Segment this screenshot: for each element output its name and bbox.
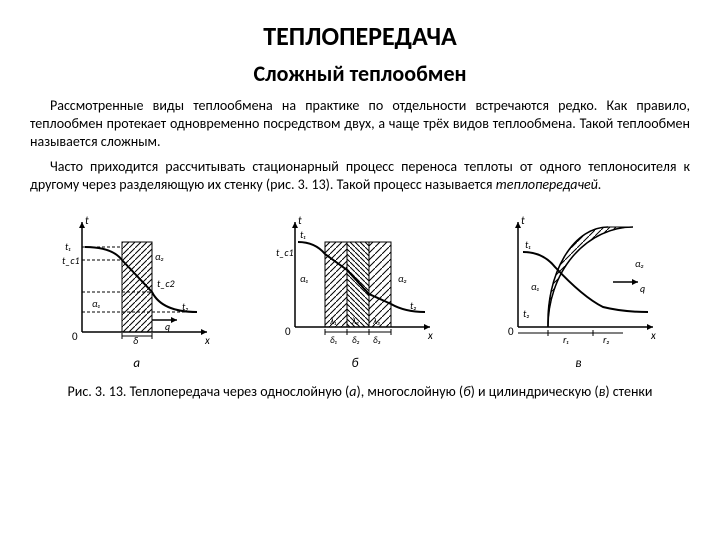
lbl-t1: t₁	[65, 240, 71, 253]
lbl-qc: q	[640, 282, 645, 295]
lbl-l3: λ₃	[373, 316, 380, 327]
cap-d: б	[463, 383, 470, 400]
cap-a: Рис. 3. 13. Теплопередача через однослой…	[68, 383, 350, 400]
lbl-t1b: t₁	[300, 228, 306, 241]
lbl-tb: t	[298, 214, 302, 227]
lbl-0c: 0	[508, 325, 514, 338]
figure-caption: Рис. 3. 13. Теплопередача через однослой…	[30, 383, 690, 400]
diagram-c-svg: t x 0 t₁ α₁ α₂ q t₂ r₁ r₂	[493, 212, 663, 352]
lbl-a1: α₁	[92, 297, 101, 310]
paragraph-2: Часто приходится рассчитывать стационарн…	[30, 158, 690, 194]
figure-b-label: б	[270, 356, 440, 371]
cap-c: ), многослойную (	[356, 383, 463, 400]
lbl-xb: x	[427, 329, 433, 342]
lbl-t: t	[85, 214, 89, 227]
lbl-a2c: α₂	[635, 257, 644, 270]
lbl-xc: x	[650, 329, 656, 342]
figure-row: t x 0 t₁ t_c1 α₂ t_c2 t₂ α₁ q δ а	[30, 212, 690, 371]
lbl-t2: t₂	[182, 300, 189, 313]
figure-b: t x 0 t₁ t_c1 α₁ α₂ t₂ λ₁ λ₂ λ₃ δ₁ δ₂ δ₃…	[270, 212, 440, 371]
lbl-tc2: t_c2	[157, 277, 175, 290]
lbl-l1: λ₁	[330, 316, 336, 327]
lbl-d1: δ₁	[330, 335, 337, 346]
lbl-a2: α₂	[155, 250, 164, 263]
lbl-l2: λ₂	[352, 316, 359, 327]
lbl-a2b: α₂	[398, 272, 407, 285]
page-subtitle: Сложный теплообмен	[30, 60, 690, 87]
figure-c: t x 0 t₁ α₁ α₂ q t₂ r₁ r₂ в	[493, 212, 663, 371]
diagram-b-svg: t x 0 t₁ t_c1 α₁ α₂ t₂ λ₁ λ₂ λ₃ δ₁ δ₂ δ₃	[270, 212, 440, 352]
lbl-a1c: α₁	[531, 280, 540, 293]
lbl-tc: t	[521, 214, 525, 227]
paragraph-1: Рассмотренные виды теплообмена на практи…	[30, 97, 690, 152]
cap-e: ) и цилиндрическую (	[471, 383, 599, 400]
lbl-tc1b: t_c1	[276, 246, 294, 259]
lbl-d2: δ₂	[352, 335, 360, 346]
p2-em: теплопередачей.	[496, 176, 602, 193]
lbl-t1c: t₁	[525, 238, 531, 251]
lbl-t2c: t₂	[523, 307, 530, 320]
lbl-d3: δ₃	[373, 335, 381, 346]
lbl-t2b: t₂	[410, 299, 417, 312]
figure-a-label: а	[57, 356, 217, 371]
lbl-a1b: α₁	[300, 272, 309, 285]
page-title: ТЕПЛОПЕРЕДАЧА	[30, 20, 690, 52]
lbl-0: 0	[72, 330, 78, 343]
lbl-q: q	[165, 320, 170, 333]
lbl-r1: r₁	[563, 333, 569, 346]
figure-a: t x 0 t₁ t_c1 α₂ t_c2 t₂ α₁ q δ а	[57, 212, 217, 371]
figure-c-label: в	[493, 356, 663, 371]
lbl-tc1: t_c1	[62, 254, 80, 267]
lbl-x: x	[204, 334, 210, 347]
diagram-a-svg: t x 0 t₁ t_c1 α₂ t_c2 t₂ α₁ q δ	[57, 212, 217, 352]
cap-g: ) стенки	[605, 383, 652, 400]
lbl-0b: 0	[285, 325, 291, 338]
lbl-r2: r₂	[603, 333, 610, 346]
